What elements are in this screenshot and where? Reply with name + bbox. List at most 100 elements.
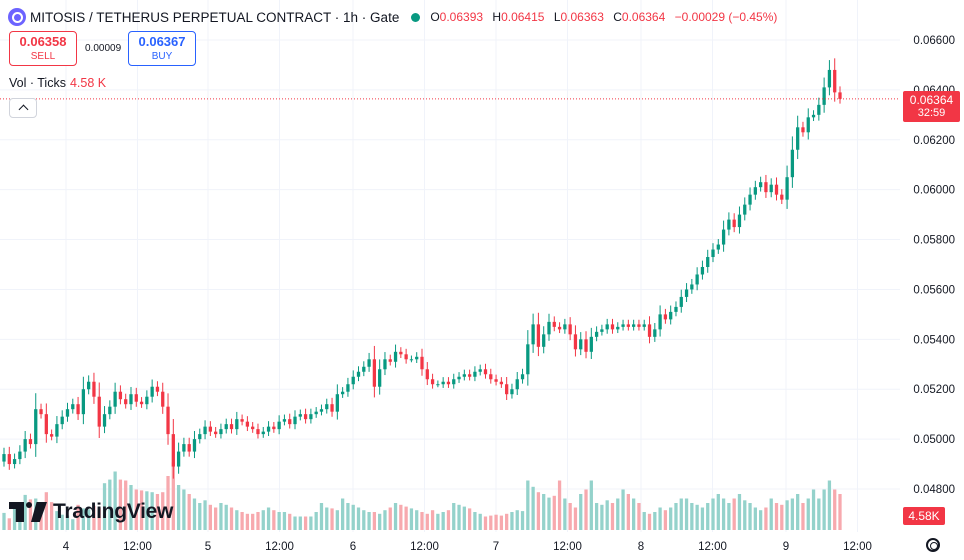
volume-bar: [150, 492, 154, 530]
volume-bar: [536, 492, 541, 530]
candle-body: [425, 369, 429, 380]
volume-bar: [340, 498, 345, 530]
candle-body: [97, 396, 101, 427]
candle-body: [383, 359, 387, 370]
candle-body: [282, 419, 287, 422]
candle-body: [256, 429, 260, 435]
candle-body: [139, 401, 144, 405]
price-axis[interactable]: 0.066000.064000.062000.060000.058000.056…: [913, 35, 955, 496]
candle-body: [515, 379, 519, 390]
volume-legend-value: 4.58 K: [69, 76, 107, 90]
candle-body: [415, 356, 419, 360]
candle-body: [129, 394, 133, 405]
candle-body: [642, 324, 646, 327]
volume-legend[interactable]: Vol · Ticks 4.58 K: [9, 76, 106, 90]
volume-bar: [362, 510, 366, 530]
candle-body: [430, 379, 435, 385]
candle-body: [489, 374, 493, 380]
volume-bar: [113, 471, 117, 530]
time-axis[interactable]: 4 12:00 5 12:00 6 12:00 7 12:00 8 12:00 9 12:00: [63, 541, 872, 553]
candle-body: [192, 439, 197, 452]
volume-bar: [303, 516, 308, 530]
volume-bar: [44, 492, 48, 530]
candle-body: [65, 409, 70, 417]
tradingview-logo-icon: [9, 502, 47, 522]
volume-bar: [706, 503, 710, 530]
candle-body: [669, 311, 673, 320]
candle-body: [161, 391, 165, 407]
volume-bar: [71, 519, 75, 530]
y-tick-label: 0.05800: [913, 235, 955, 247]
volume-bar: [748, 503, 752, 530]
candle-body: [589, 336, 593, 352]
volume-bar: [473, 512, 477, 530]
candle-body: [113, 391, 117, 407]
candle-body: [632, 324, 636, 327]
candle-body: [790, 149, 795, 178]
volume-bar: [547, 497, 551, 530]
volume-bar: [510, 512, 514, 530]
buy-button[interactable]: 0.06367 BUY: [128, 31, 196, 66]
volume-bar: [102, 483, 107, 530]
candle-body: [806, 117, 810, 133]
candle-body: [272, 426, 276, 430]
x-tick-label: 4: [63, 541, 70, 553]
candle-body: [388, 359, 392, 362]
symbol-title[interactable]: MITOSIS / TETHERUS PERPETUAL CONTRACT · …: [30, 9, 400, 25]
volume-bar: [346, 503, 350, 530]
volume-bar: [505, 513, 509, 530]
y-tick-label: 0.04800: [913, 484, 955, 496]
volume-bar: [129, 485, 133, 530]
candle-body: [245, 421, 250, 427]
candle-body: [203, 426, 207, 435]
sell-button[interactable]: 0.06358 SELL: [9, 31, 77, 66]
volume-bar: [785, 500, 789, 530]
candle-body: [663, 314, 668, 320]
candle-body: [732, 219, 736, 228]
candle-body: [39, 409, 43, 415]
candle-body: [584, 339, 588, 352]
volume-bar: [446, 510, 451, 530]
last-price-label: 0.06364 32:59: [903, 91, 960, 122]
volume-bar: [198, 503, 202, 530]
candle-body: [610, 324, 615, 330]
volume-bar: [245, 513, 250, 530]
candle-body: [700, 266, 705, 275]
volume-bar: [721, 498, 726, 530]
volume-bar: [314, 512, 318, 530]
volume-bar: [139, 490, 144, 530]
candle-body: [362, 366, 366, 372]
candle-body: [34, 409, 38, 445]
volume-bar: [325, 507, 329, 530]
volume-bar: [737, 494, 742, 530]
x-tick-label: 12:00: [123, 541, 152, 553]
candle-body: [49, 434, 54, 437]
volume-bar: [457, 504, 461, 530]
volume-bar: [87, 509, 91, 530]
volume-bar: [769, 498, 773, 530]
candle-body: [653, 329, 657, 337]
volume-bar: [282, 512, 287, 530]
symbol-legend: MITOSIS / TETHERUS PERPETUAL CONTRACT · …: [8, 7, 777, 27]
candle-body: [838, 92, 842, 99]
open-value: 0.06393: [439, 10, 484, 24]
volume-bar: [399, 504, 403, 530]
x-tick-label: 12:00: [553, 541, 582, 553]
volume-bar: [589, 480, 593, 530]
candle-body: [2, 454, 6, 462]
tradingview-logo[interactable]: TradingView: [9, 499, 173, 525]
candle-body: [176, 451, 181, 467]
chart-settings-icon[interactable]: [926, 538, 940, 552]
y-tick-label: 0.05600: [913, 284, 955, 296]
candle-body: [520, 374, 525, 380]
volume-bar: [161, 492, 165, 530]
volume-bar: [383, 510, 387, 530]
candle-body: [145, 396, 149, 405]
candle-body: [7, 454, 11, 465]
candle-body: [573, 334, 578, 350]
collapse-legend-button[interactable]: [9, 98, 37, 118]
y-tick-label: 0.05000: [913, 434, 955, 446]
volume-bar: [637, 503, 641, 530]
volume-bar: [526, 480, 530, 530]
